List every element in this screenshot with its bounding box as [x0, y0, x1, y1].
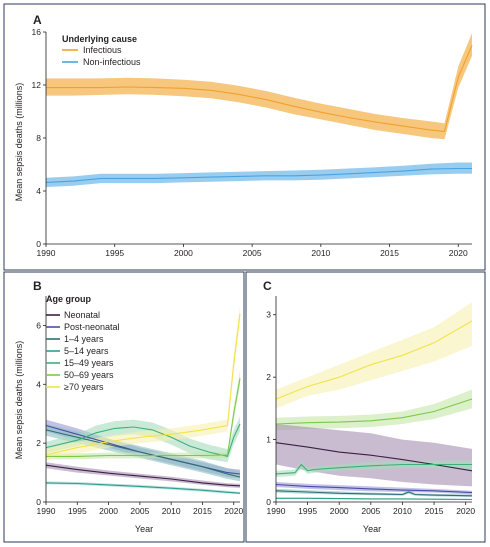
y-tick-label-b-4: 4 [36, 379, 41, 389]
panel-b-xlabel: Year [135, 524, 153, 534]
line-c-1-4-years [275, 490, 473, 497]
line-c-5-14-years [276, 497, 473, 501]
panel-b-ylabel: Mean sepsis deaths (millions) [14, 341, 24, 460]
y-tick-label-a-16: 16 [32, 27, 42, 37]
x-tick-label-c-2000: 2000 [330, 506, 349, 516]
panel-b-plot: 0 2 4 6 1990 1995 2000 2005 2010 2015 2020 [36, 296, 243, 516]
panel-a-label: A [33, 13, 42, 27]
x-tick-label-c-2010: 2010 [393, 506, 412, 516]
x-tick-label-a-2015: 2015 [380, 248, 399, 258]
panel-b-legend: Age group Neonatal Post-neonatal 1–4 yea… [46, 294, 120, 392]
line-c-15-49-years [275, 463, 472, 475]
x-tick-label-a-2000: 2000 [174, 248, 193, 258]
y-tick-label-a-4: 4 [36, 186, 41, 196]
legend-label-15-49: 15–49 years [64, 358, 114, 368]
panel-b-frame [3, 271, 245, 543]
legend-label-70-plus: ≥70 years [64, 382, 104, 392]
line-b-50-69-years [46, 378, 241, 457]
band-c-50-69-years [276, 389, 472, 431]
x-tick-label-b-2010: 2010 [162, 506, 181, 516]
band-c-ge70-years [276, 302, 472, 409]
legend-label-1-4: 1–4 years [64, 334, 104, 344]
y-tick-label-c-3: 3 [266, 310, 271, 320]
band-b-15-49-years [46, 416, 240, 463]
x-tick-label-c-1990: 1990 [267, 506, 286, 516]
panel-c-frame [245, 271, 486, 543]
panel-a-plot: 0 4 8 12 16 1990 1995 2000 2005 2010 2015 2020 [32, 27, 473, 258]
x-tick-label-c-2015: 2015 [425, 506, 444, 516]
line-c-ge70-years [275, 320, 473, 400]
x-tick-label-c-2020: 2020 [456, 506, 475, 516]
legend-label-50-69: 50–69 years [64, 370, 114, 380]
legend-label-5-14: 5–14 years [64, 346, 109, 356]
panel-a-ylabel: Mean sepsis deaths (millions) [14, 83, 24, 202]
y-tick-label-c-0: 0 [266, 497, 271, 507]
x-tick-label-b-2015: 2015 [193, 506, 212, 516]
band-b-ge70-years [46, 304, 240, 461]
x-tick-label-b-1990: 1990 [37, 506, 56, 516]
x-tick-label-a-1995: 1995 [105, 248, 124, 258]
x-tick-label-b-2000: 2000 [99, 506, 118, 516]
y-tick-label-b-6: 6 [36, 320, 41, 330]
y-tick-label-b-2: 2 [36, 438, 41, 448]
panel-c-plot: 0 1 2 3 1990 1995 2000 2005 2010 2015 2020 [266, 296, 475, 516]
panel-c-label: C [263, 279, 272, 293]
x-tick-label-b-2020: 2020 [224, 506, 243, 516]
x-tick-label-c-2005: 2005 [361, 506, 380, 516]
legend-label-post-neonatal: Post-neonatal [64, 322, 120, 332]
legend-label-neonatal: Neonatal [64, 310, 100, 320]
panel-a-frame [3, 3, 486, 271]
y-tick-label-c-1: 1 [266, 435, 271, 445]
line-b-15-49-years [45, 423, 241, 458]
legend-label-infectious: Infectious [83, 45, 122, 55]
band-a-infectious [46, 33, 472, 140]
line-a-non-infectious [45, 167, 472, 183]
line-b-ge70-years [45, 313, 241, 456]
x-tick-label-c-1995: 1995 [298, 506, 317, 516]
line-c-post-neonatal [275, 483, 473, 494]
y-tick-label-c-2: 2 [266, 372, 271, 382]
band-a-non-infectious [46, 162, 472, 187]
panel-b-label: B [33, 279, 42, 293]
line-a-infectious [46, 45, 473, 132]
band-c-post-neonatal [276, 482, 472, 495]
panel-c-xlabel: Year [363, 524, 381, 534]
panel-b-legend-title: Age group [46, 294, 91, 304]
x-tick-label-a-2020: 2020 [449, 248, 468, 258]
y-tick-label-a-0: 0 [36, 239, 41, 249]
x-tick-label-a-2005: 2005 [243, 248, 262, 258]
y-tick-label-a-8: 8 [36, 133, 41, 143]
x-tick-label-a-2010: 2010 [311, 248, 330, 258]
x-tick-label-b-1995: 1995 [68, 506, 87, 516]
line-b-5-14-years [45, 482, 241, 494]
line-c-50-69-years [275, 398, 473, 425]
y-tick-label-b-0: 0 [36, 497, 41, 507]
line-b-neonatal [45, 464, 241, 487]
x-tick-label-a-1990: 1990 [37, 248, 56, 258]
panel-a-legend: Underlying cause Infectious Non-infectio… [62, 34, 141, 67]
x-tick-label-b-2005: 2005 [130, 506, 149, 516]
legend-label-non-infectious: Non-infectious [83, 57, 141, 67]
y-tick-label-a-12: 12 [32, 80, 42, 90]
panel-a-legend-title: Underlying cause [62, 34, 137, 44]
